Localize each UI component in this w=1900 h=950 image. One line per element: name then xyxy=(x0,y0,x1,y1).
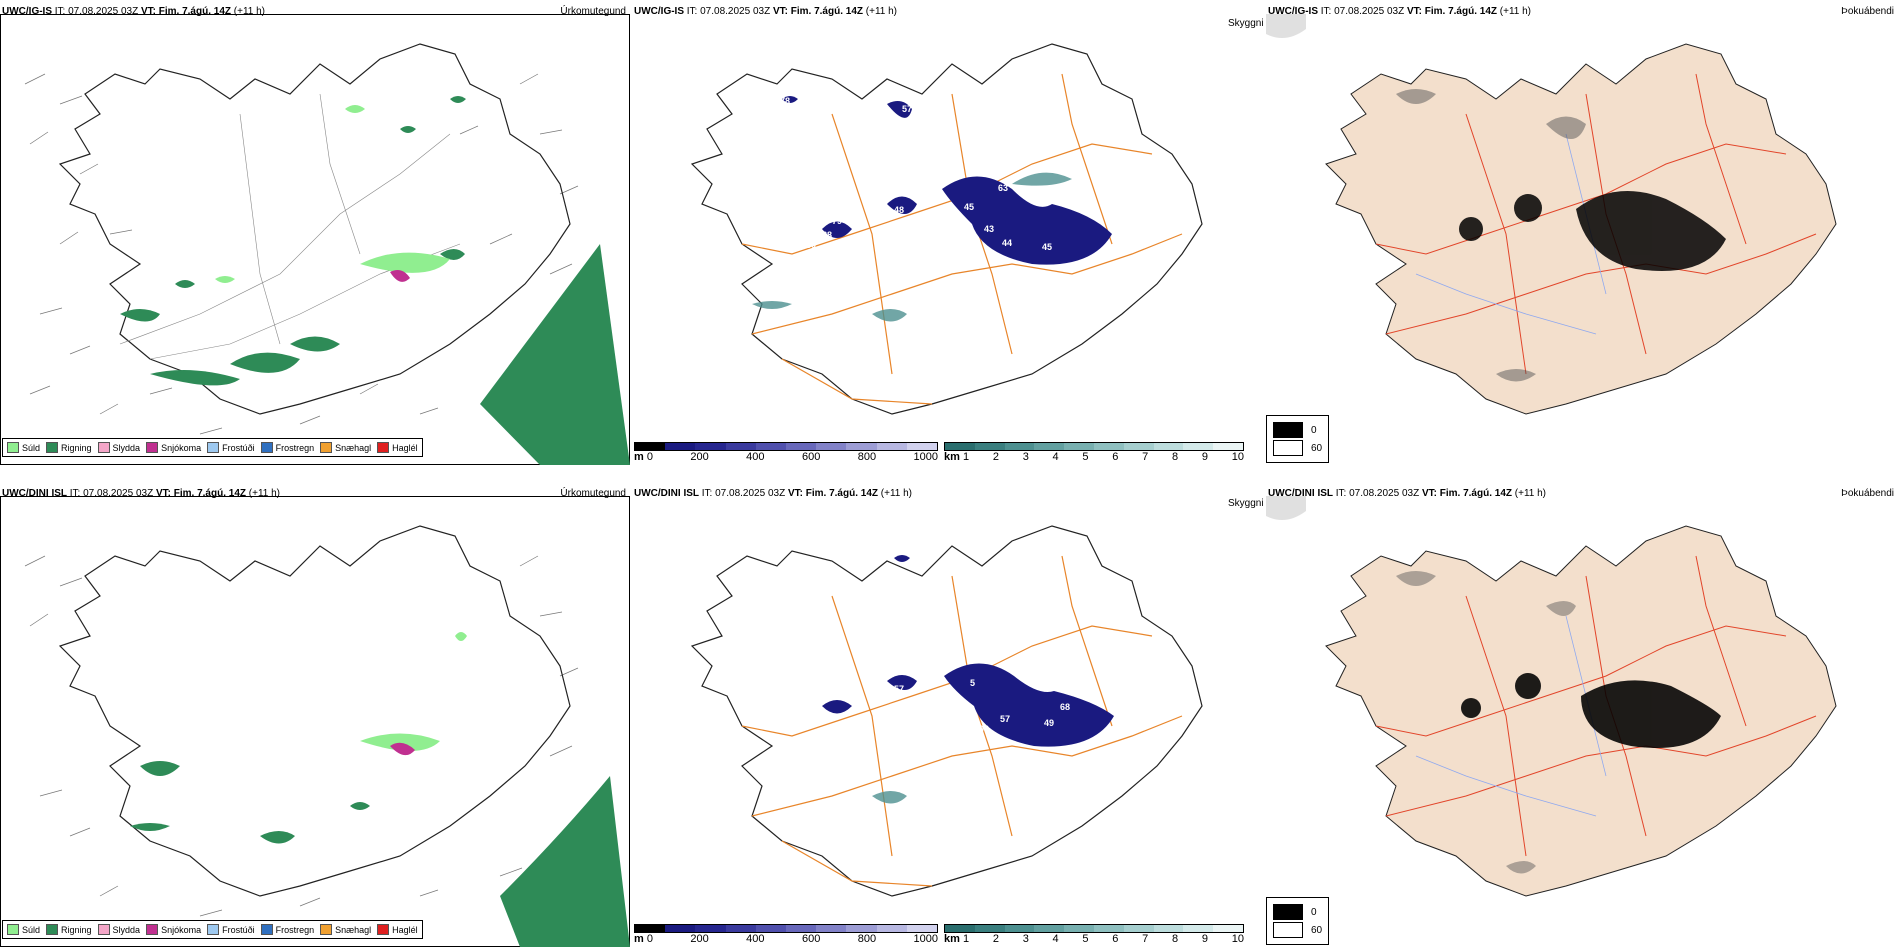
legend-item: Snæhagl xyxy=(320,924,371,935)
fog-swatch xyxy=(1273,904,1303,920)
visibility-colorbar: km 1 2 3 4 5 6 7 8 9 10 xyxy=(944,924,1244,945)
panel-header: UWC/IG-IS IT: 07.08.2025 03Z VT: Fim. 7.… xyxy=(1268,6,1532,17)
ceiling-label: 73 xyxy=(992,738,1002,748)
ceiling-label: 57 xyxy=(1000,714,1010,724)
legend-swatch xyxy=(260,442,273,453)
fog-legend-item: 0 xyxy=(1273,422,1322,438)
legend-swatch xyxy=(46,924,59,935)
ceiling-label: 45 xyxy=(1042,242,1052,252)
panel-type-label: Úrkomutegund xyxy=(560,6,626,17)
iceland-fog-map xyxy=(1266,14,1837,415)
ceiling-label: 43 xyxy=(984,224,994,234)
precip-type-panel-row2: UWC/DINI ISL IT: 07.08.2025 03Z VT: Fim.… xyxy=(0,482,630,947)
legend-item: Súld xyxy=(7,924,40,935)
precip-legend: Súld Rigning Slydda Snjókoma Frostúði Fr… xyxy=(2,920,423,939)
ceiling-colorbar: m 0 200 400 600 800 1000 xyxy=(634,442,938,463)
legend-swatch xyxy=(146,924,159,935)
legend-swatch xyxy=(377,442,390,453)
fog-panel-row1: UWC/IG-IS IT: 07.08.2025 03Z VT: Fim. 7.… xyxy=(1266,0,1896,465)
panel-header: UWC/IG-IS IT: 07.08.2025 03Z VT: Fim. 7.… xyxy=(634,6,898,17)
legend-swatch xyxy=(146,442,159,453)
ceiling-colorbar: m 0 200 400 600 800 1000 xyxy=(634,924,938,945)
legend-item: Frostúði xyxy=(207,924,255,935)
ceiling-label: 88 xyxy=(822,230,832,240)
ceiling-label: 45 xyxy=(964,202,974,212)
ceiling-label: 75 xyxy=(962,703,972,713)
visibility-panel-label: Skyggni xyxy=(1228,18,1264,29)
legend-item: Haglél xyxy=(377,442,418,453)
panel-header: UWC/DINI ISL IT: 07.08.2025 03Z VT: Fim.… xyxy=(2,488,281,499)
ceiling-label: 5 xyxy=(970,678,975,688)
ceiling-visibility-panel-row2: UWC/DINI ISL IT: 07.08.2025 03Z VT: Fim.… xyxy=(632,482,1262,947)
ceiling-label: 44 xyxy=(1002,238,1012,248)
ceiling-label: 50 xyxy=(930,156,940,166)
legend-item: Snjókoma xyxy=(146,442,201,453)
legend-swatch xyxy=(7,924,19,935)
ceiling-label: 57 xyxy=(902,104,912,114)
legend-swatch xyxy=(207,442,220,453)
ceiling-label: 60 xyxy=(806,240,816,250)
ceiling-label: 63 xyxy=(998,183,1008,193)
legend-swatch xyxy=(260,924,273,935)
legend-item: Rigning xyxy=(46,442,92,453)
ceiling-label: 60 xyxy=(894,119,904,129)
visibility-colorbar: km 1 2 3 4 5 6 7 8 9 10 xyxy=(944,442,1244,463)
legend-item: Frostúði xyxy=(207,442,255,453)
legend-swatch xyxy=(7,442,19,453)
fog-legend: 0 60 xyxy=(1266,415,1330,463)
precip-type-panel-row1: UWC/IG-IS IT: 07.08.2025 03Z VT: Fim. 7.… xyxy=(0,0,630,465)
ceiling-label: 78 xyxy=(780,96,790,106)
legend-item: Haglél xyxy=(377,924,418,935)
fog-legend-item: 60 xyxy=(1273,440,1322,456)
ceiling-label: 79 xyxy=(832,216,842,226)
legend-swatch xyxy=(46,442,59,453)
iceland-visibility-map: 57 44 75 57 106 73 49 68 5 xyxy=(690,525,1203,897)
legend-swatch xyxy=(97,442,110,453)
ceiling-label: 68 xyxy=(1060,702,1070,712)
iceland-visibility-map: 78 57 60 50 39 48 45 63 38 43 44 45 79 8… xyxy=(690,43,1203,415)
legend-item: Frostregn xyxy=(260,442,314,453)
legend-swatch xyxy=(320,442,333,453)
ceiling-label: 44 xyxy=(940,693,950,703)
panel-header: UWC/DINI ISL IT: 07.08.2025 03Z VT: Fim.… xyxy=(1268,488,1547,499)
ceiling-label: 38 xyxy=(942,220,952,230)
legend-item: Slydda xyxy=(97,924,140,935)
legend-swatch xyxy=(377,924,390,935)
iceland-fog-map xyxy=(1266,496,1837,897)
fog-legend-item: 60 xyxy=(1273,922,1322,938)
fog-swatch xyxy=(1273,922,1303,938)
precip-legend: Súld Rigning Slydda Snjókoma Frostúði Fr… xyxy=(2,438,423,457)
legend-item: Snæhagl xyxy=(320,442,371,453)
legend-item: Frostregn xyxy=(260,924,314,935)
ceiling-label: 57 xyxy=(894,684,904,694)
panel-type-label: Þokuábendi xyxy=(1841,488,1894,499)
fog-panel-row2: UWC/DINI ISL IT: 07.08.2025 03Z VT: Fim.… xyxy=(1266,482,1896,947)
legend-item: Slydda xyxy=(97,442,140,453)
ceiling-label: 39 xyxy=(937,166,947,176)
panel-type-label: Úrkomutegund xyxy=(560,488,626,499)
ceiling-label: 106 xyxy=(974,724,989,734)
legend-swatch xyxy=(207,924,220,935)
legend-item: Súld xyxy=(7,442,40,453)
ceiling-visibility-panel-row1: UWC/IG-IS IT: 07.08.2025 03Z VT: Fim. 7.… xyxy=(632,0,1262,465)
fog-swatch xyxy=(1273,422,1303,438)
legend-item: Rigning xyxy=(46,924,92,935)
panel-header: UWC/IG-IS IT: 07.08.2025 03Z VT: Fim. 7.… xyxy=(2,6,266,17)
panel-header: UWC/DINI ISL IT: 07.08.2025 03Z VT: Fim.… xyxy=(634,488,913,499)
panel-type-label: Þokuábendi xyxy=(1841,6,1894,17)
visibility-panel-label: Skyggni xyxy=(1228,498,1264,509)
iceland-precip-map xyxy=(24,525,630,947)
iceland-precip-map xyxy=(24,43,630,465)
legend-item: Snjókoma xyxy=(146,924,201,935)
ceiling-label: 49 xyxy=(1044,718,1054,728)
fog-swatch xyxy=(1273,440,1303,456)
ceiling-label: 48 xyxy=(894,205,904,215)
fog-legend: 0 60 xyxy=(1266,897,1330,945)
fog-legend-item: 0 xyxy=(1273,904,1322,920)
legend-swatch xyxy=(97,924,110,935)
legend-swatch xyxy=(320,924,333,935)
